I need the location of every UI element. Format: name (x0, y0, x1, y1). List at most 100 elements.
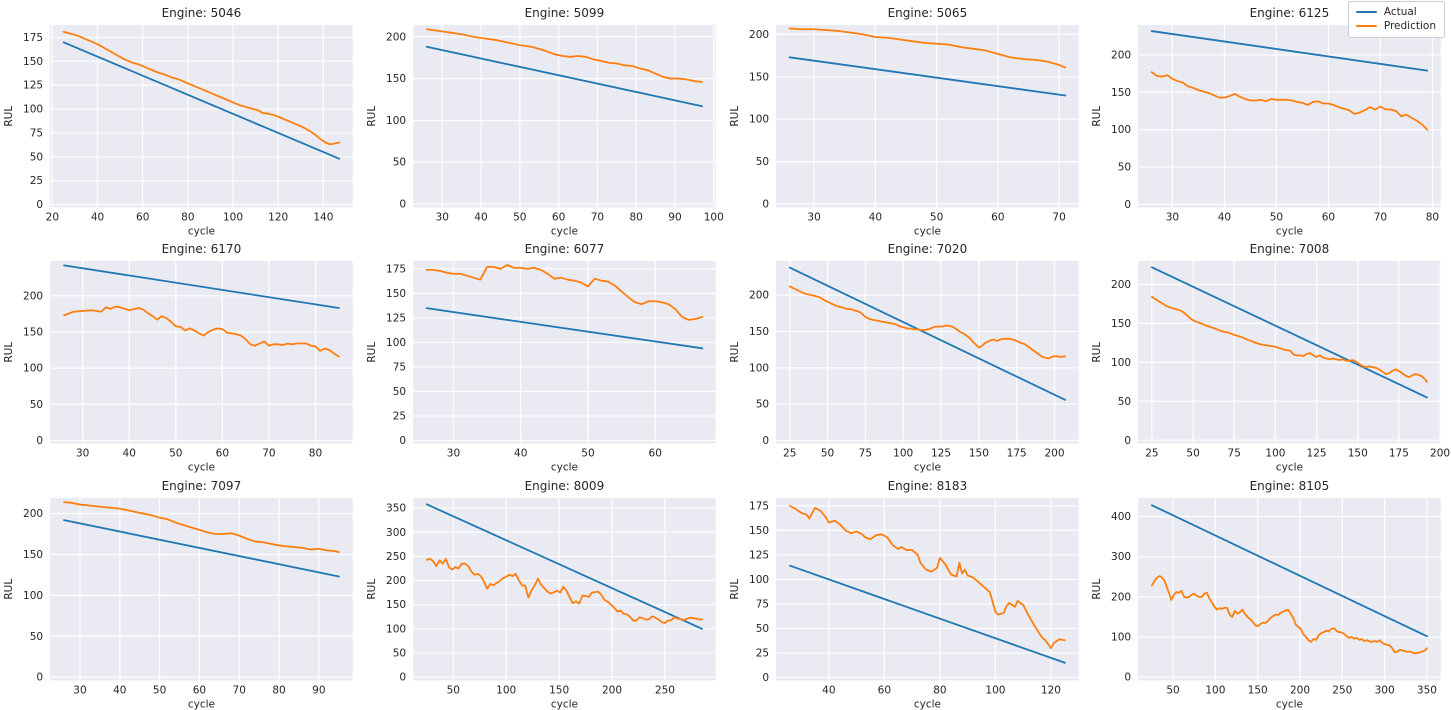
x-tick-label: 200 (1044, 448, 1064, 460)
y-tick-label: 50 (755, 399, 768, 411)
plot-background (50, 25, 353, 208)
actual-line (425, 503, 703, 630)
prediction-line (1150, 71, 1429, 131)
x-tick-label: 30 (447, 448, 460, 460)
subplot-engine-8183: Engine: 8183 0 25 50 75 100 125 150 175 40 60 80 100… (726, 475, 1089, 710)
x-tick-label: 70 (1052, 211, 1065, 223)
subplot-chart: Engine: 6125 0 50 100 150 200 30 40 50 60 70 80 cycl… (1091, 6, 1441, 237)
x-tick-label: 25 (783, 448, 796, 460)
y-tick-label: 200 (1111, 279, 1131, 291)
x-tick-label: 60 (552, 211, 565, 223)
y-tick-label: 100 (1111, 632, 1131, 644)
subplot-engine-6170: Engine: 6170 0 50 100 150 200 30 40 50 60 70 80 cycl… (0, 238, 363, 474)
y-tick-label: 0 (762, 672, 769, 684)
y-tick-label: 400 (1111, 511, 1131, 523)
y-tick-label: 0 (1125, 199, 1132, 211)
x-tick-label: 100 (985, 684, 1005, 696)
plot-background (50, 498, 353, 681)
x-axis-label: cycle (913, 698, 940, 710)
x-tick-label: 120 (1040, 684, 1060, 696)
x-tick-label: 250 (655, 684, 675, 696)
y-tick-label: 150 (1111, 318, 1131, 330)
subplot-engine-8009: Engine: 8009 0 50 100 150 200 250 300 350 50 100 15… (363, 475, 726, 710)
x-axis-label: cycle (1276, 462, 1303, 474)
x-tick-label: 60 (648, 448, 661, 460)
x-tick-label: 125 (930, 448, 950, 460)
y-axis-label: RUL (3, 579, 15, 600)
subplot-chart: Engine: 5065 0 50 100 150 200 30 40 50 60 70 cycle R… (729, 6, 1079, 237)
x-axis-label: cycle (913, 462, 940, 474)
x-tick-label: 40 (868, 211, 881, 223)
x-tick-label: 60 (877, 684, 890, 696)
x-tick-label: 150 (549, 684, 569, 696)
x-tick-label: 50 (929, 211, 942, 223)
x-tick-label: 50 (513, 211, 526, 223)
y-tick-label: 0 (36, 672, 43, 684)
actual-line-swatch (1355, 10, 1377, 14)
y-tick-label: 0 (1125, 672, 1132, 684)
y-tick-label: 175 (749, 500, 769, 512)
y-axis-label: RUL (1091, 106, 1103, 127)
x-tick-label: 100 (1266, 448, 1286, 460)
prediction-line-swatch (1355, 24, 1377, 28)
chart-title: Engine: 7097 (162, 479, 242, 493)
plot-background (50, 261, 353, 444)
x-tick-label: 50 (446, 684, 459, 696)
x-tick-label: 150 (968, 448, 988, 460)
legend-label-prediction: Prediction (1383, 20, 1436, 32)
prediction-line (1151, 575, 1429, 655)
x-tick-label: 60 (136, 211, 149, 223)
y-tick-label: 300 (1111, 551, 1131, 563)
y-tick-label: 75 (30, 127, 43, 139)
y-tick-label: 0 (1125, 435, 1132, 447)
x-tick-label: 40 (113, 684, 126, 696)
y-tick-label: 25 (30, 175, 43, 187)
y-tick-label: 0 (399, 199, 406, 211)
prediction-line (63, 306, 340, 358)
prediction-line (788, 286, 1066, 360)
subplot-chart: Engine: 8183 0 25 50 75 100 125 150 175 40 60 80 100… (729, 479, 1079, 710)
y-tick-label: 100 (23, 363, 43, 375)
x-tick-label: 50 (1187, 448, 1200, 460)
plot-background (412, 261, 716, 444)
x-tick-label: 50 (1270, 211, 1283, 223)
y-tick-label: 150 (386, 73, 406, 85)
chart-title: Engine: 7020 (887, 243, 967, 257)
chart-title: Engine: 5046 (162, 6, 242, 20)
x-tick-label: 70 (1374, 211, 1387, 223)
y-tick-label: 50 (755, 623, 768, 635)
x-tick-label: 100 (223, 211, 243, 223)
subplot-engine-5065: Engine: 5065 0 50 100 150 200 30 40 50 60 70 cycle R… (726, 2, 1089, 238)
x-tick-label: 200 (1290, 684, 1310, 696)
x-tick-label: 80 (629, 211, 642, 223)
y-tick-label: 150 (749, 71, 769, 83)
x-axis-label: cycle (551, 698, 578, 710)
x-tick-label: 40 (1218, 211, 1231, 223)
x-tick-label: 350 (1417, 684, 1437, 696)
y-tick-label: 200 (23, 508, 43, 520)
y-tick-label: 50 (1118, 162, 1131, 174)
subplot-engine-8105: Engine: 8105 0 100 200 300 400 50 100 150 200 250 3… (1088, 475, 1451, 710)
x-tick-label: 90 (668, 211, 681, 223)
y-tick-label: 175 (23, 32, 43, 44)
x-tick-label: 120 (268, 211, 288, 223)
x-tick-label: 90 (312, 684, 325, 696)
plot-background (1138, 498, 1441, 681)
y-tick-label: 0 (36, 436, 43, 448)
y-axis-label: RUL (729, 106, 741, 127)
y-tick-label: 150 (23, 327, 43, 339)
x-tick-label: 100 (704, 211, 724, 223)
prediction-line (1151, 296, 1429, 384)
x-tick-label: 100 (496, 684, 516, 696)
x-tick-label: 30 (435, 211, 448, 223)
y-tick-label: 50 (30, 151, 43, 163)
y-tick-label: 100 (1111, 357, 1131, 369)
subplot-engine-6125: Engine: 6125 0 50 100 150 200 30 40 50 60 70 80 cycl… (1088, 2, 1451, 238)
chart-title: Engine: 8009 (524, 479, 604, 493)
actual-line (425, 45, 703, 108)
x-tick-label: 200 (602, 684, 622, 696)
x-tick-label: 40 (123, 448, 136, 460)
actual-line (788, 56, 1066, 97)
x-tick-label: 50 (153, 684, 166, 696)
y-axis-label: RUL (1091, 342, 1103, 363)
